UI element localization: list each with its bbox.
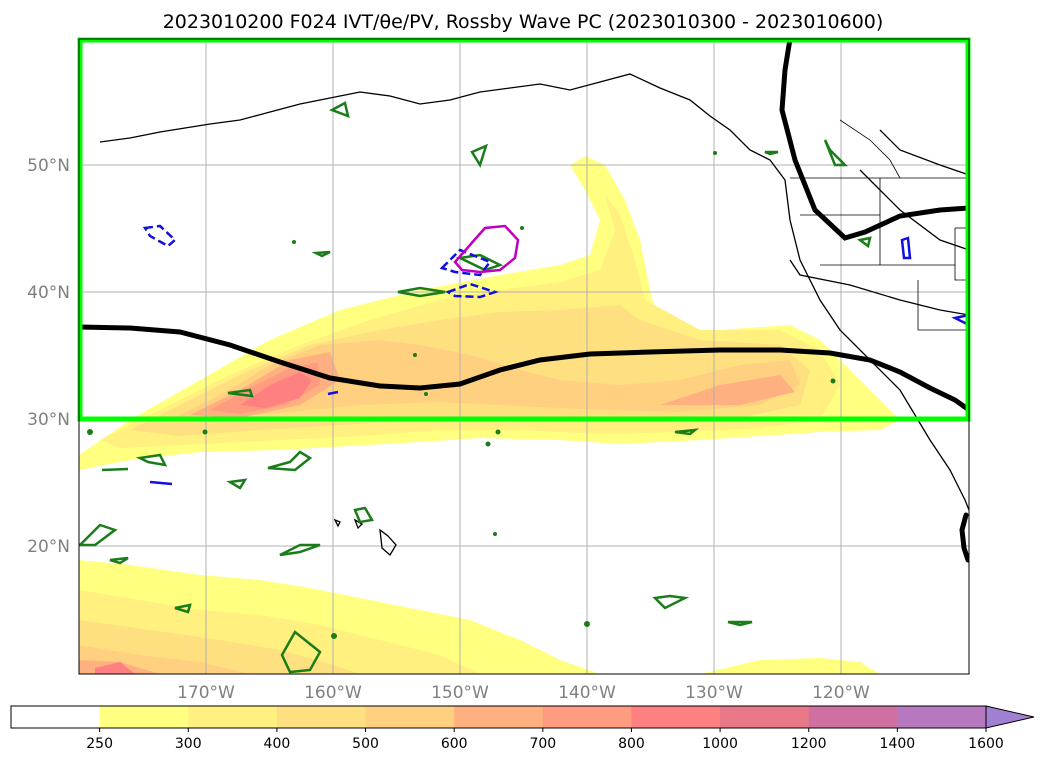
ivt-700 — [210, 362, 320, 414]
colorbar-tick-label: 700 — [529, 736, 556, 752]
lon-label: 130°W — [685, 683, 743, 703]
lon-label: 150°W — [431, 683, 489, 703]
longitude-labels: 170°W 160°W 150°W 140°W 130°W 120°W — [177, 683, 870, 703]
colorbar-cell — [365, 706, 455, 728]
highlight-box — [77, 37, 971, 422]
theta-e-contours — [79, 101, 872, 674]
lon-label: 160°W — [304, 683, 362, 703]
colorbar-cell — [454, 706, 544, 728]
lon-label: 140°W — [558, 683, 616, 703]
ivt-800 — [240, 372, 312, 408]
latitude-labels: 50°N 40°N 30°N 20°N — [27, 156, 70, 557]
colorbar-cell — [99, 706, 189, 728]
ivt-800-south — [95, 662, 135, 674]
colorbar-cell — [631, 706, 721, 728]
colorbar-tick-label: 800 — [618, 736, 645, 752]
colorbar-tick-label: 500 — [352, 736, 379, 752]
ivt-250-south2 — [700, 658, 880, 674]
rossby-wave-contour — [453, 224, 520, 274]
colorbar-extend-arrow — [985, 705, 1035, 729]
lat-label: 50°N — [27, 156, 70, 176]
rossby-wave-pc-lines — [79, 39, 969, 563]
colorbar-cell — [11, 706, 101, 728]
colorbar-tick-label: 300 — [175, 736, 202, 752]
lat-label: 30°N — [27, 410, 70, 430]
map-frame — [78, 38, 970, 675]
colorbar-cell — [542, 706, 632, 728]
colorbar-tick-label: 600 — [441, 736, 468, 752]
map-area — [77, 37, 971, 675]
colorbar-tick-label: 1400 — [880, 736, 916, 752]
lon-label: 120°W — [812, 683, 870, 703]
colorbar-cell — [276, 706, 367, 728]
chart-title: 2023010200 F024 IVT/θe/PV, Rossby Wave P… — [163, 11, 884, 33]
colorbar-cell — [720, 706, 810, 728]
colorbar: 250 300 400 500 600 700 800 1000 1200 1400 1600 — [10, 705, 1035, 752]
colorbar-tick-label: 1000 — [702, 736, 738, 752]
pv-contours — [142, 224, 969, 486]
lat-label: 20°N — [27, 537, 70, 557]
colorbar-cell — [808, 706, 898, 728]
colorbar-cell — [188, 706, 278, 728]
ivt-shading — [79, 156, 900, 674]
lat-label: 40°N — [27, 283, 70, 303]
colorbar-frame — [10, 705, 987, 729]
political-boundaries — [790, 119, 969, 331]
colorbar-tick-label: 1600 — [968, 736, 1004, 752]
colorbar-tick-label: 250 — [86, 736, 113, 752]
ivt-600-b — [660, 375, 795, 405]
colorbar-cell — [897, 706, 987, 728]
lon-label: 170°W — [177, 683, 235, 703]
colorbar-tick-label: 1200 — [791, 736, 827, 752]
colorbar-tick-label: 400 — [264, 736, 291, 752]
theta-e-dots — [87, 151, 836, 639]
